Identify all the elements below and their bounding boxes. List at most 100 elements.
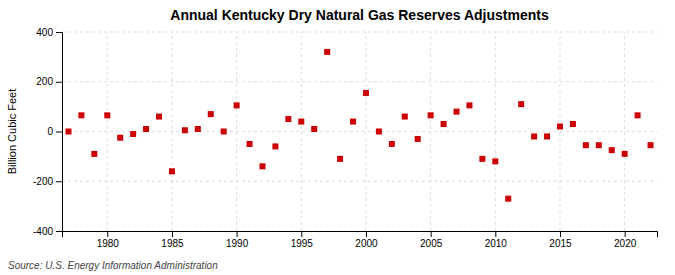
point — [182, 127, 188, 133]
point — [311, 126, 317, 132]
chart-svg: 198019851990199520002005201020152020-400… — [0, 0, 675, 275]
point — [466, 102, 472, 108]
point — [350, 119, 356, 125]
point — [389, 141, 395, 147]
y-tick-label: 400 — [36, 27, 53, 38]
x-tick-mark — [301, 231, 302, 237]
x-tick: 2000 — [355, 231, 378, 249]
point — [78, 112, 84, 118]
grid-line-x — [236, 32, 237, 231]
y-tick: 0 — [47, 126, 62, 137]
point — [247, 141, 253, 147]
x-tick: 2015 — [549, 231, 572, 249]
x-tick-label: 2020 — [614, 238, 637, 249]
grid-line-y — [62, 32, 657, 33]
x-tick: 1995 — [291, 231, 314, 249]
point — [234, 102, 240, 108]
point — [570, 121, 576, 127]
y-tick-mark — [56, 181, 62, 182]
point — [272, 143, 278, 149]
grid-line-y — [62, 81, 657, 82]
point — [635, 112, 641, 118]
x-tick-mark — [237, 231, 238, 237]
x-tick-label: 2000 — [355, 238, 378, 249]
point — [208, 111, 214, 117]
grid-line-x — [559, 32, 560, 231]
point — [454, 109, 460, 115]
y-tick-mark — [56, 32, 62, 33]
x-tick: 1985 — [161, 231, 184, 249]
x-tick: 1990 — [226, 231, 249, 249]
x-tick: 2010 — [485, 231, 508, 249]
point — [337, 156, 343, 162]
x-tick: 2020 — [614, 231, 637, 249]
grid-line-x — [171, 32, 172, 231]
point — [143, 126, 149, 132]
point — [531, 133, 537, 139]
point — [376, 129, 382, 135]
point — [285, 116, 291, 122]
point — [324, 49, 330, 55]
x-tick-mark — [495, 231, 496, 237]
point — [402, 114, 408, 120]
grid-line-y — [62, 181, 657, 182]
point — [169, 168, 175, 174]
point — [298, 119, 304, 125]
x-axis-line — [63, 232, 658, 238]
y-tick-label: 200 — [36, 76, 53, 87]
x-tick: 1980 — [97, 231, 120, 249]
y-axis-label: Billion Cubic Feet — [6, 89, 18, 175]
grid-line-x — [301, 32, 302, 231]
x-tick-label: 2010 — [485, 238, 508, 249]
point — [622, 151, 628, 157]
y-tick-label: -200 — [33, 176, 53, 187]
y-tick: -400 — [33, 226, 62, 237]
x-tick-label: 1995 — [291, 238, 314, 249]
x-tick-label: 1980 — [97, 238, 120, 249]
points — [65, 49, 653, 202]
title: Annual Kentucky Dry Natural Gas Reserves… — [170, 7, 549, 23]
y-tick-label: -400 — [33, 226, 53, 237]
y-axis-line — [56, 33, 63, 232]
grid-line-x — [495, 32, 496, 231]
point — [596, 142, 602, 148]
point — [557, 124, 563, 130]
y-tick: 400 — [36, 27, 62, 38]
y-tick-label: 0 — [47, 126, 53, 137]
x-tick-mark — [431, 231, 432, 237]
point — [156, 114, 162, 120]
point — [505, 196, 511, 202]
point — [441, 121, 447, 127]
point — [104, 112, 110, 118]
x-axis: 1980 1985 1990 1995 2000 2005 2010 2015 2020 — [63, 231, 658, 249]
point — [583, 142, 589, 148]
grid — [62, 32, 657, 231]
x-tick-mark — [366, 231, 367, 237]
point — [648, 142, 654, 148]
grid-line-x — [624, 32, 625, 231]
x-tick-label: 2005 — [420, 238, 443, 249]
point — [259, 163, 265, 169]
y-tick-mark — [56, 82, 62, 83]
point — [363, 90, 369, 96]
x-tick-label: 2015 — [549, 238, 572, 249]
x-tick-label: 1985 — [161, 238, 184, 249]
point — [428, 112, 434, 118]
point — [609, 147, 615, 153]
point — [91, 151, 97, 157]
x-tick-mark — [625, 231, 626, 237]
point — [117, 135, 123, 141]
point — [221, 129, 227, 135]
y-tick-mark — [56, 231, 62, 232]
point — [130, 131, 136, 137]
point — [479, 156, 485, 162]
x-tick: 2005 — [420, 231, 443, 249]
grid-line-x — [107, 32, 108, 231]
y-tick: 200 — [36, 76, 62, 87]
point — [415, 136, 421, 142]
annotation: Source: U.S. Energy Information Administ… — [8, 260, 218, 271]
grid-line-x — [365, 32, 366, 231]
x-tick-mark — [107, 231, 108, 237]
y-tick: -200 — [33, 176, 62, 187]
point — [492, 158, 498, 164]
